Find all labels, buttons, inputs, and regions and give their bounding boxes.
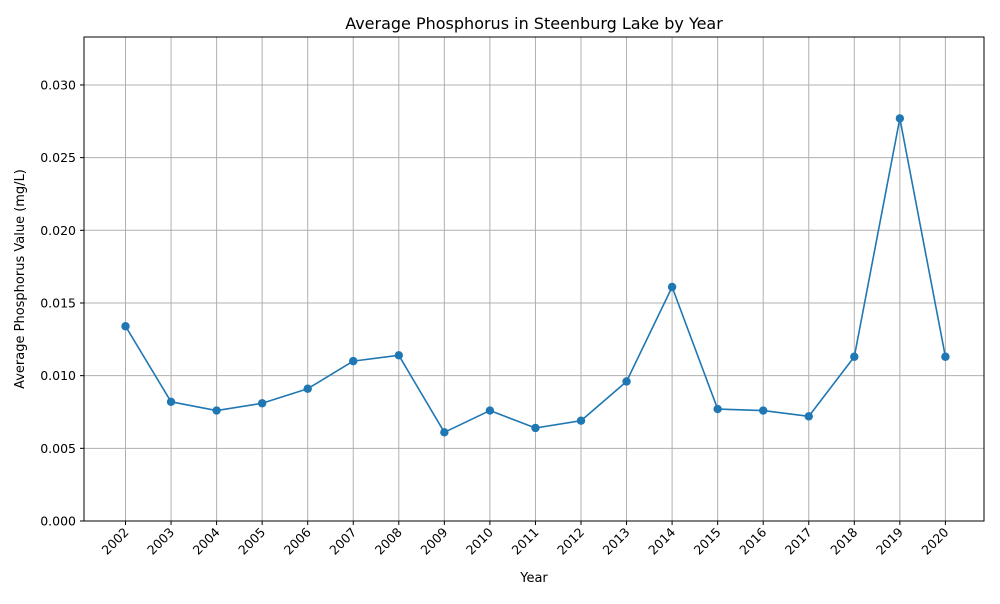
- x-tick-label: 2008: [372, 524, 405, 557]
- data-point: [440, 428, 449, 437]
- x-tick-label: 2014: [645, 524, 678, 557]
- x-tick-label: 2012: [554, 525, 587, 558]
- data-point: [895, 114, 905, 123]
- data-point: [166, 397, 176, 407]
- data-point: [303, 384, 312, 393]
- y-tick-label: 0.020: [40, 223, 76, 238]
- data-point: [349, 356, 358, 366]
- data-point: [713, 404, 722, 414]
- y-tick-label: 0.030: [40, 77, 76, 92]
- y-axis-label: Average Phosphorus Value (mg/L): [13, 169, 28, 389]
- chart-title: Average Phosphorus in Steenburg Lake by …: [345, 14, 723, 33]
- y-tick-label: 0.025: [40, 150, 76, 165]
- x-tick-label: 2002: [99, 525, 132, 558]
- data-point: [804, 412, 813, 421]
- x-tick-label: 2006: [281, 524, 314, 557]
- grid: [84, 37, 984, 522]
- x-axis-label: Year: [519, 571, 548, 586]
- data-point: [850, 352, 859, 361]
- data-point: [576, 416, 586, 425]
- x-tick-label: 2003: [144, 525, 177, 558]
- x-tick-label: 2013: [600, 525, 633, 558]
- x-tick-label: 2009: [417, 524, 450, 557]
- x-tick-label: 2015: [691, 525, 724, 558]
- x-tick-label: 2011: [508, 525, 541, 558]
- x-tick-label: 2005: [235, 525, 268, 558]
- data-point: [257, 399, 267, 408]
- data-point: [941, 352, 950, 361]
- data-point: [485, 406, 495, 415]
- data-point: [394, 351, 403, 360]
- x-tick-label: 2018: [827, 524, 860, 557]
- y-tick-label: 0.010: [40, 368, 76, 383]
- x-tick-label: 2007: [326, 525, 359, 558]
- data-point: [121, 322, 130, 331]
- data-point: [759, 406, 768, 415]
- data-point: [667, 282, 677, 292]
- axes: 2002 2003 2004 2005 2006 2007 2008 2009 2010 2011…: [40, 77, 951, 557]
- y-tick-label: 0.015: [40, 295, 76, 310]
- y-tick-label: 0.000: [40, 514, 76, 529]
- data-point: [212, 406, 221, 415]
- series-layer: [121, 114, 950, 437]
- y-tick-label: 0.005: [40, 441, 76, 456]
- x-tick-label: 2010: [463, 524, 496, 557]
- plot-frame: [83, 36, 985, 522]
- x-tick-label: 2019: [873, 524, 906, 557]
- x-tick-label: 2020: [918, 524, 951, 557]
- data-point: [622, 377, 631, 386]
- data-point: [531, 423, 540, 433]
- x-tick-label: 2017: [782, 525, 815, 558]
- x-tick-label: 2004: [190, 524, 223, 557]
- x-tick-label: 2016: [736, 524, 769, 557]
